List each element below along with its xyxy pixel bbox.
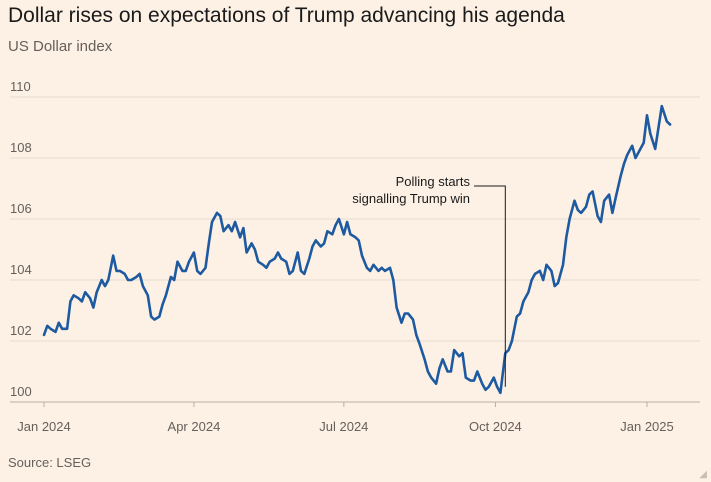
source-note: Source: LSEG: [8, 455, 92, 470]
chart-title: Dollar rises on expectations of Trump ad…: [8, 4, 565, 27]
x-tick-label: Jan 2024: [17, 419, 71, 434]
resize-corner-icon: ◢: [699, 469, 707, 480]
annotation-leader-line: [474, 185, 506, 387]
x-axis: Jan 2024 Apr 2024 Jul 2024 Oct 2024 Jan 2025: [17, 402, 674, 434]
annotation-text: Polling starts: [396, 174, 471, 189]
y-axis: 100 102 104 106 108 110: [10, 79, 32, 399]
grid-lines: [10, 96, 700, 403]
y-tick-label: 110: [10, 79, 31, 94]
x-tick-label: Apr 2024: [168, 419, 221, 434]
y-tick-label: 106: [10, 201, 32, 216]
series-group: [42, 104, 672, 395]
x-tick-label: Oct 2024: [469, 419, 522, 434]
x-tick-label: Jul 2024: [319, 419, 368, 434]
y-tick-label: 100: [10, 384, 32, 399]
y-tick-label: 108: [10, 140, 32, 155]
x-tick-label: Jan 2025: [620, 419, 674, 434]
chart-subtitle: US Dollar index: [8, 38, 113, 55]
annotations: Polling starts signalling Trump win: [352, 174, 506, 387]
annotation-text: signalling Trump win: [352, 191, 470, 206]
y-tick-label: 104: [10, 262, 32, 277]
series-line-0: [42, 104, 672, 395]
y-tick-label: 102: [10, 323, 32, 338]
